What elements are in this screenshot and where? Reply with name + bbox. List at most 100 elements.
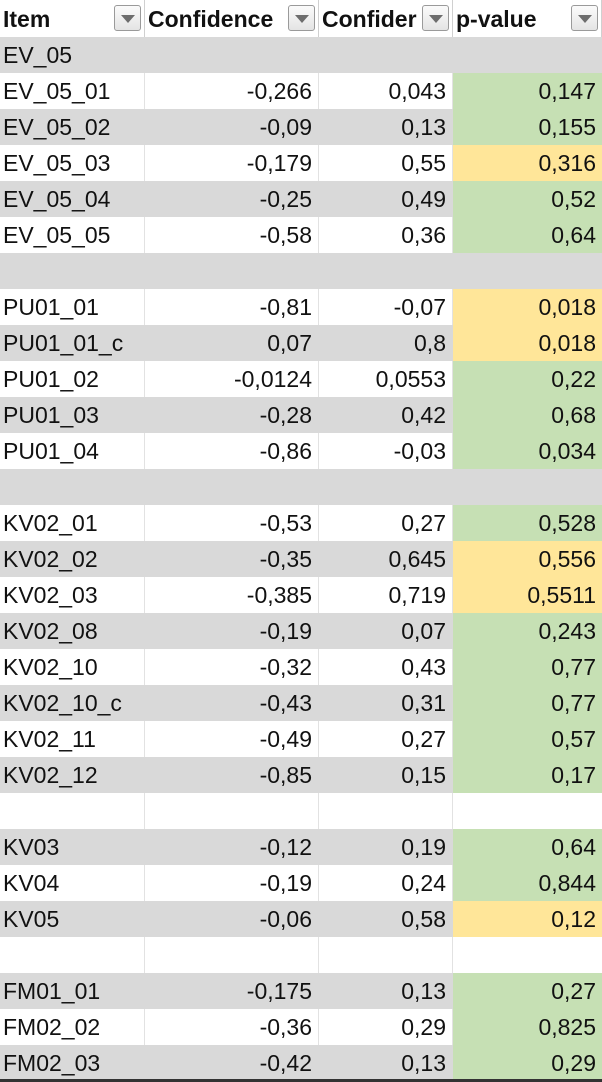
table-row: PU01_04 -0,86 -0,03 0,034	[0, 433, 602, 469]
table-cell: EV_05_03	[0, 145, 145, 181]
table-cell: FM02_02	[0, 1009, 145, 1045]
table-cell: 0,31	[319, 685, 453, 721]
table-row: KV02_03 -0,385 0,719 0,5511	[0, 577, 602, 613]
table-cell: FM01_01	[0, 973, 145, 1009]
table-cell: 0,155	[453, 109, 602, 145]
table-cell: -0,58	[145, 217, 319, 253]
table-cell: KV02_11	[0, 721, 145, 757]
table-cell: 0,52	[453, 181, 602, 217]
table-cell: 0,0553	[319, 361, 453, 397]
table-cell: 0,316	[453, 145, 602, 181]
table-cell: PU01_04	[0, 433, 145, 469]
table-cell	[0, 937, 145, 973]
table-cell	[145, 37, 319, 73]
table-row: EV_05_01 -0,266 0,043 0,147	[0, 73, 602, 109]
table-cell: -0,175	[145, 973, 319, 1009]
table-cell	[453, 469, 602, 505]
table-cell: 0,17	[453, 757, 602, 793]
table-cell: -0,81	[145, 289, 319, 325]
table-cell: 0,034	[453, 433, 602, 469]
table-row	[0, 469, 602, 505]
table-cell: 0,64	[453, 829, 602, 865]
table-row: EV_05_05 -0,58 0,36 0,64	[0, 217, 602, 253]
table-row: KV02_10 -0,32 0,43 0,77	[0, 649, 602, 685]
header-cell: Confider	[319, 0, 453, 37]
header-text: Confidence	[148, 6, 274, 32]
filter-button[interactable]	[422, 5, 449, 31]
table-cell: 0,49	[319, 181, 453, 217]
table-row: KV02_08 -0,19 0,07 0,243	[0, 613, 602, 649]
table-cell: 0,243	[453, 613, 602, 649]
table-row: PU01_01_c 0,07 0,8 0,018	[0, 325, 602, 361]
table-cell	[453, 37, 602, 73]
table-cell: KV02_03	[0, 577, 145, 613]
header-row: Item Confidence Confider p-value	[0, 0, 602, 39]
table-cell	[319, 37, 453, 73]
table-row: EV_05_02 -0,09 0,13 0,155	[0, 109, 602, 145]
table-cell: PU01_03	[0, 397, 145, 433]
table-cell: 0,36	[319, 217, 453, 253]
table-cell: -0,19	[145, 613, 319, 649]
table-cell: 0,55	[319, 145, 453, 181]
filter-button[interactable]	[571, 5, 598, 31]
table-cell: -0,266	[145, 73, 319, 109]
table-cell: 0,57	[453, 721, 602, 757]
table-row: KV02_10_c -0,43 0,31 0,77	[0, 685, 602, 721]
table-cell: 0,07	[145, 325, 319, 361]
table-cell: -0,03	[319, 433, 453, 469]
table-cell: 0,043	[319, 73, 453, 109]
filter-button[interactable]	[288, 5, 315, 31]
table-cell: EV_05_01	[0, 73, 145, 109]
table-cell: KV04	[0, 865, 145, 901]
filter-button[interactable]	[114, 5, 141, 31]
table-cell: -0,09	[145, 109, 319, 145]
table-cell: 0,24	[319, 865, 453, 901]
table-cell: 0,13	[319, 109, 453, 145]
table-cell	[145, 793, 319, 829]
table-cell: 0,58	[319, 901, 453, 937]
table-cell	[0, 793, 145, 829]
table-cell	[319, 253, 453, 289]
table-row: FM02_03 -0,42 0,13 0,29	[0, 1045, 602, 1081]
table-cell: 0,77	[453, 685, 602, 721]
table-cell: 0,8	[319, 325, 453, 361]
table-cell: KV02_10_c	[0, 685, 145, 721]
table-row: EV_05	[0, 37, 602, 73]
table-cell: -0,43	[145, 685, 319, 721]
table-cell: 0,528	[453, 505, 602, 541]
table-row: KV02_11 -0,49 0,27 0,57	[0, 721, 602, 757]
table-cell: EV_05_04	[0, 181, 145, 217]
table-row: KV02_01 -0,53 0,27 0,528	[0, 505, 602, 541]
table-cell	[319, 793, 453, 829]
table-row	[0, 253, 602, 289]
table-cell: -0,25	[145, 181, 319, 217]
table-cell	[0, 253, 145, 289]
table-cell: 0,19	[319, 829, 453, 865]
table-cell: 0,018	[453, 325, 602, 361]
table-cell: 0,12	[453, 901, 602, 937]
table-cell: -0,07	[319, 289, 453, 325]
table-cell: 0,42	[319, 397, 453, 433]
table-cell: 0,018	[453, 289, 602, 325]
table-cell: -0,385	[145, 577, 319, 613]
table-cell: 0,147	[453, 73, 602, 109]
table-cell: 0,13	[319, 973, 453, 1009]
table-cell	[319, 937, 453, 973]
table-cell	[453, 937, 602, 973]
bottom-border	[0, 1079, 602, 1082]
table-row: KV02_02 -0,35 0,645 0,556	[0, 541, 602, 577]
table-cell: 0,825	[453, 1009, 602, 1045]
header-cell: p-value	[453, 0, 602, 37]
table-cell	[145, 937, 319, 973]
table-cell	[0, 469, 145, 505]
table-cell: EV_05_05	[0, 217, 145, 253]
table-cell: 0,43	[319, 649, 453, 685]
table-cell: 0,645	[319, 541, 453, 577]
table-row: PU01_03 -0,28 0,42 0,68	[0, 397, 602, 433]
table-row	[0, 793, 602, 829]
table-cell: 0,29	[453, 1045, 602, 1081]
table-cell: 0,719	[319, 577, 453, 613]
table-cell: 0,29	[319, 1009, 453, 1045]
table-cell	[453, 793, 602, 829]
